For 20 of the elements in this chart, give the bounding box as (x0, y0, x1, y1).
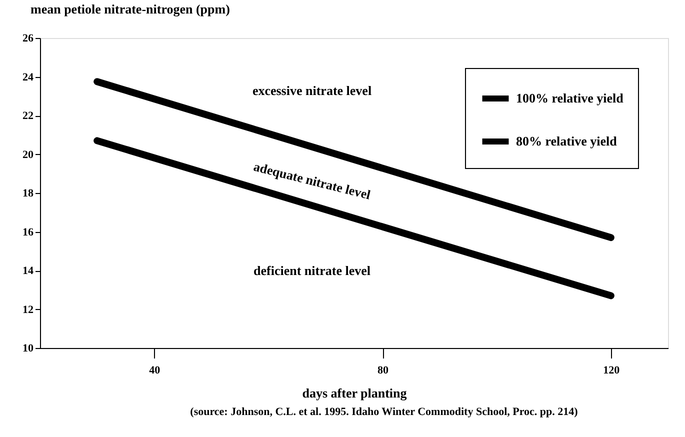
y-tick-label: 20 (22, 148, 34, 161)
y-tick-label: 10 (22, 342, 34, 354)
y-axis-title: mean petiole nitrate-nitrogen (ppm) (30, 2, 230, 16)
y-tick-label: 12 (22, 304, 34, 316)
annotation: excessive nitrate level (252, 83, 372, 98)
legend-label: 80% relative yield (516, 134, 618, 148)
annotation: adequate nitrate level (252, 158, 372, 202)
y-tick-label: 18 (22, 188, 34, 200)
y-tick-label: 16 (22, 226, 34, 238)
annotation: deficient nitrate level (254, 263, 371, 278)
x-tick-label: 80 (378, 364, 390, 376)
y-tick-label: 26 (22, 32, 34, 44)
x-axis-title: days after planting (302, 386, 408, 400)
text: (source: Johnson, C.L. et al. 1995. Idaho Winter Commodity School, Proc. pp. 214) (190, 406, 578, 418)
legend-label: 100% relative yield (516, 90, 624, 106)
y-tick-label: 14 (22, 265, 34, 277)
y-tick-label: 24 (22, 71, 34, 84)
y-tick-label: 22 (22, 110, 34, 122)
x-tick-label: 120 (603, 364, 620, 376)
x-tick-label: 40 (149, 364, 161, 376)
